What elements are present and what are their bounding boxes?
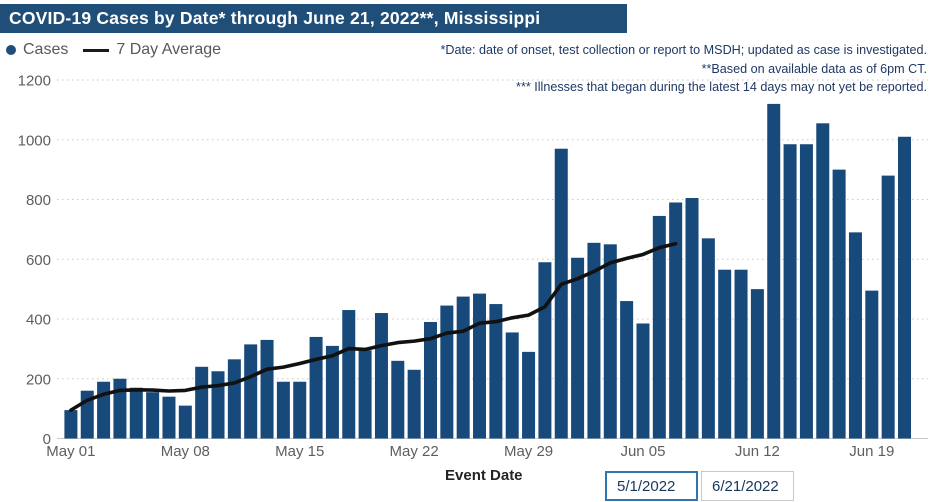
start-date-value: 5/1/2022 bbox=[617, 477, 676, 495]
bar-Jun 20[interactable] bbox=[881, 175, 895, 439]
bar-Jun 07[interactable] bbox=[669, 202, 683, 439]
bar-Jun 05[interactable] bbox=[636, 323, 650, 439]
bar-Jun 19[interactable] bbox=[865, 290, 879, 439]
bar-May 27[interactable] bbox=[489, 304, 503, 439]
x-tick-May 01: May 01 bbox=[46, 443, 95, 460]
y-tick-1200: 1200 bbox=[18, 73, 51, 90]
bar-May 29[interactable] bbox=[522, 351, 536, 439]
x-tick-May 29: May 29 bbox=[504, 443, 553, 460]
start-date-input[interactable]: 5/1/2022 bbox=[605, 471, 698, 501]
y-tick-0: 0 bbox=[43, 431, 51, 448]
y-tick-400: 400 bbox=[26, 312, 51, 329]
bar-May 19[interactable] bbox=[358, 350, 372, 439]
bar-May 01[interactable] bbox=[64, 410, 78, 439]
legend: Cases 7 Day Average bbox=[6, 41, 221, 59]
y-tick-800: 800 bbox=[26, 192, 51, 209]
bar-May 18[interactable] bbox=[342, 310, 356, 439]
x-axis-title: Event Date bbox=[445, 467, 523, 484]
bar-May 08[interactable] bbox=[178, 405, 192, 439]
footnote-date-definition: *Date: date of onset, test collection or… bbox=[440, 43, 927, 57]
bar-May 22[interactable] bbox=[407, 369, 421, 439]
bar-May 31[interactable] bbox=[554, 148, 568, 439]
bar-May 30[interactable] bbox=[538, 262, 552, 439]
y-tick-600: 600 bbox=[26, 252, 51, 269]
footnote-annotations: *Date: date of onset, test collection or… bbox=[440, 41, 927, 97]
bar-May 04[interactable] bbox=[113, 378, 127, 439]
bar-May 07[interactable] bbox=[162, 396, 176, 439]
bar-Jun 02[interactable] bbox=[587, 242, 601, 439]
bar-Jun 17[interactable] bbox=[832, 169, 846, 439]
end-date-value: 6/21/2022 bbox=[712, 477, 779, 495]
bar-Jun 15[interactable] bbox=[799, 144, 813, 439]
bar-May 17[interactable] bbox=[325, 345, 339, 439]
bar-Jun 03[interactable] bbox=[603, 244, 617, 439]
bar-Jun 10[interactable] bbox=[718, 269, 732, 439]
bar-May 23[interactable] bbox=[423, 321, 437, 439]
bar-Jun 09[interactable] bbox=[701, 238, 715, 439]
avg-legend-line-icon bbox=[83, 48, 110, 52]
chart-title-bar: COVID-19 Cases by Date* through June 21,… bbox=[0, 4, 627, 33]
bar-Jun 11[interactable] bbox=[734, 269, 748, 439]
x-tick-May 22: May 22 bbox=[390, 443, 439, 460]
x-tick-May 08: May 08 bbox=[161, 443, 210, 460]
bar-May 09[interactable] bbox=[195, 366, 209, 439]
seven-day-average-line bbox=[69, 241, 678, 412]
bar-May 03[interactable] bbox=[97, 381, 111, 439]
bar-Jun 18[interactable] bbox=[848, 232, 862, 439]
bar-May 24[interactable] bbox=[440, 305, 454, 439]
bar-May 10[interactable] bbox=[211, 371, 225, 439]
bar-May 21[interactable] bbox=[391, 360, 405, 439]
bar-Jun 14[interactable] bbox=[783, 144, 797, 439]
bar-May 12[interactable] bbox=[244, 344, 258, 439]
bar-Jun 12[interactable] bbox=[750, 289, 764, 439]
x-tick-Jun 12: Jun 12 bbox=[735, 443, 780, 460]
bar-May 26[interactable] bbox=[473, 293, 487, 439]
bar-Jun 21[interactable] bbox=[897, 136, 911, 439]
end-date-input[interactable]: 6/21/2022 bbox=[701, 471, 794, 501]
footnote-data-asof: **Based on available data as of 6pm CT. bbox=[701, 61, 927, 76]
legend-item-avg[interactable]: 7 Day Average bbox=[116, 41, 222, 58]
cases-legend-dot-icon bbox=[6, 45, 16, 55]
x-tick-Jun 19: Jun 19 bbox=[849, 443, 894, 460]
bar-May 15[interactable] bbox=[293, 381, 307, 439]
y-tick-200: 200 bbox=[26, 371, 51, 388]
bar-May 11[interactable] bbox=[227, 359, 241, 439]
bar-Jun 16[interactable] bbox=[816, 123, 830, 439]
bar-May 16[interactable] bbox=[309, 336, 323, 439]
bar-May 13[interactable] bbox=[260, 339, 274, 439]
bar-Jun 08[interactable] bbox=[685, 198, 699, 439]
bar-May 25[interactable] bbox=[456, 296, 470, 439]
y-tick-1000: 1000 bbox=[18, 132, 51, 149]
bar-Jun 01[interactable] bbox=[571, 257, 585, 439]
legend-item-cases[interactable]: Cases bbox=[23, 41, 69, 58]
bar-Jun 04[interactable] bbox=[620, 301, 634, 439]
bar-May 06[interactable] bbox=[146, 392, 160, 439]
bar-May 14[interactable] bbox=[276, 381, 290, 439]
bar-Jun 13[interactable] bbox=[767, 103, 781, 439]
x-tick-Jun 05: Jun 05 bbox=[620, 443, 665, 460]
bar-May 05[interactable] bbox=[129, 387, 143, 439]
bar-Jun 06[interactable] bbox=[652, 215, 666, 439]
x-tick-May 15: May 15 bbox=[275, 443, 324, 460]
footnote-latest-14-days: *** Illnesses that began during the late… bbox=[516, 80, 927, 94]
bar-May 20[interactable] bbox=[374, 313, 388, 439]
bar-May 28[interactable] bbox=[505, 332, 519, 439]
chart-title: COVID-19 Cases by Date* through June 21,… bbox=[9, 8, 541, 28]
